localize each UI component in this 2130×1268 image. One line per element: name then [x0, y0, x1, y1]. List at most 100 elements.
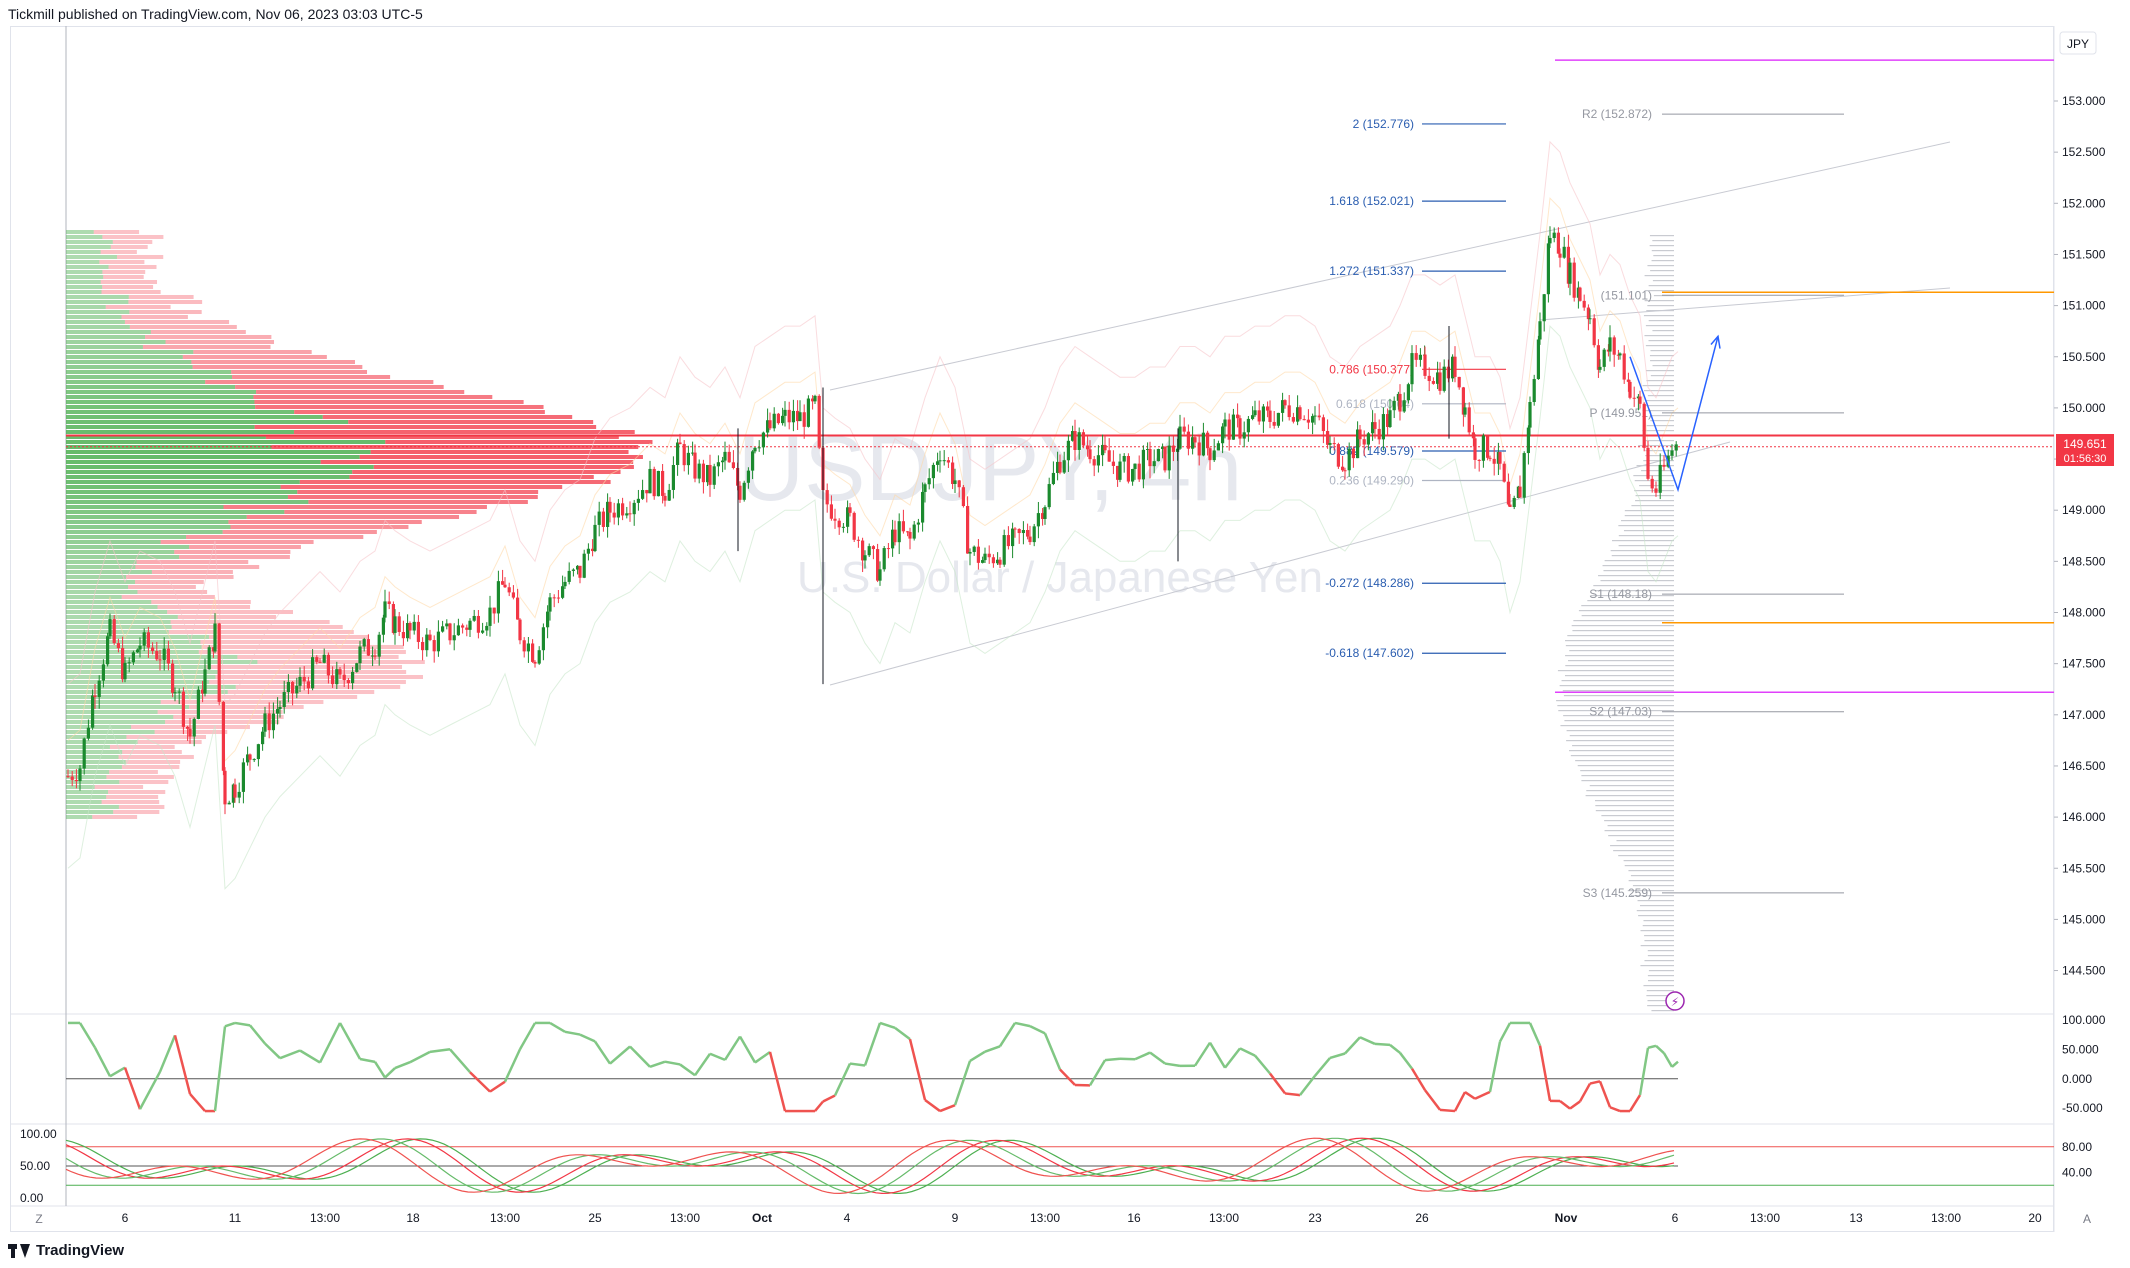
osc2-line-k: [65, 1137, 1675, 1195]
candle-body: [428, 634, 432, 641]
session-volume-bar: [1624, 865, 1674, 867]
band-mid: [67, 197, 1679, 762]
session-volume-bar: [1603, 570, 1674, 572]
osc1-segment: [1254, 1054, 1271, 1075]
candle-body: [1461, 387, 1465, 415]
candle-body: [1592, 318, 1596, 346]
candle-body: [723, 451, 727, 461]
candle-body: [776, 413, 780, 424]
candle-body: [406, 623, 410, 639]
osc1-segment: [664, 1060, 681, 1066]
session-volume-bar: [1557, 705, 1674, 707]
price-tick-label: 147.500: [2062, 657, 2106, 671]
osc1-segment: [299, 1049, 321, 1064]
candle-body: [671, 464, 675, 490]
candle-body: [1512, 497, 1516, 507]
volume-bar-down: [135, 580, 204, 584]
candle-body: [1261, 406, 1265, 422]
candle-body: [1351, 448, 1355, 459]
volume-bar-up: [66, 500, 309, 504]
volume-bar-down: [128, 295, 194, 299]
volume-bar-down: [101, 800, 160, 804]
volume-bar-down: [280, 485, 563, 489]
candle-body: [716, 462, 720, 467]
candle-body: [1598, 366, 1602, 370]
session-volume-bar: [1568, 660, 1674, 662]
volume-bar-up: [66, 725, 132, 729]
session-volume-bar: [1649, 415, 1674, 417]
session-volume-bar: [1561, 680, 1674, 682]
volume-bar-up: [66, 410, 295, 414]
candle-body: [468, 620, 472, 630]
volume-bar-up: [66, 395, 254, 399]
candle-body: [1457, 376, 1461, 388]
candle-body: [445, 623, 449, 627]
candle-body: [667, 489, 671, 501]
session-volume-bar: [1652, 330, 1674, 332]
osc1-segment: [1488, 1041, 1502, 1093]
time-tick-label: 18: [406, 1211, 420, 1225]
osc1-segment: [693, 1053, 712, 1077]
session-volume-bar: [1632, 885, 1674, 887]
osc1-segment: [629, 1045, 651, 1068]
auto-scale-button[interactable]: A: [2082, 1212, 2091, 1226]
osc1-segment: [1474, 1090, 1491, 1100]
candle-body: [825, 490, 829, 505]
candle-body: [537, 650, 541, 664]
zoom-toggle-button[interactable]: Z: [35, 1212, 43, 1226]
candle-body: [1298, 407, 1302, 420]
osc1-segment: [1193, 1041, 1212, 1067]
tradingview-logo[interactable]: TradingView: [8, 1242, 124, 1259]
volume-bar-up: [66, 235, 103, 239]
candle-body: [171, 663, 175, 693]
volume-bar-down: [253, 395, 493, 399]
osc1-segment: [1344, 1036, 1361, 1055]
candle-body: [563, 581, 567, 587]
osc1-segment: [518, 1022, 537, 1050]
candle-body: [1427, 375, 1431, 382]
osc2-line-d2: [65, 1137, 1675, 1195]
volume-bar-down: [103, 275, 144, 279]
osc1-segment: [173, 1035, 192, 1095]
session-volume-bar: [1647, 950, 1674, 952]
session-volume-bar: [1648, 340, 1674, 342]
volume-bar-up: [66, 360, 192, 364]
osc1-segment: [1655, 1044, 1665, 1055]
candle-body: [841, 526, 845, 528]
candle-body: [227, 802, 231, 805]
time-tick-label: 11: [229, 1211, 242, 1225]
candle-body: [127, 662, 131, 664]
candle-body: [196, 689, 200, 719]
candle-body: [546, 611, 550, 628]
session-volume-bar: [1590, 595, 1674, 597]
candle-body: [1477, 459, 1481, 461]
volume-bar-up: [66, 675, 216, 679]
osc1-segment: [1578, 1082, 1592, 1103]
volume-bar-up: [66, 565, 136, 569]
candle-body: [278, 706, 282, 710]
session-volume-bar: [1644, 940, 1674, 942]
candle-body: [217, 623, 221, 702]
candle-body: [295, 685, 299, 694]
candle-body: [567, 570, 571, 582]
currency-label[interactable]: JPY: [2067, 37, 2089, 51]
candle-body: [1126, 456, 1130, 482]
candle-body: [233, 784, 237, 798]
candle-body: [1670, 450, 1674, 456]
volume-bar-down: [131, 725, 250, 729]
volume-bar-down: [121, 765, 180, 769]
lightning-event-icon[interactable]: [1665, 991, 1685, 1011]
candle-body: [796, 410, 800, 422]
osc2-left-tick: 50.00: [20, 1159, 50, 1173]
volume-bar-up: [66, 530, 223, 534]
session-volume-bar: [1646, 990, 1674, 992]
volume-bar-down: [118, 755, 194, 759]
candle-body: [601, 511, 605, 527]
candle-body: [1291, 417, 1295, 422]
session-volume-bar: [1569, 650, 1674, 652]
volume-bar-up: [66, 645, 202, 649]
price-tick-label: 144.500: [2062, 964, 2106, 978]
candle-body: [1674, 444, 1678, 451]
candle-body: [1638, 396, 1642, 404]
